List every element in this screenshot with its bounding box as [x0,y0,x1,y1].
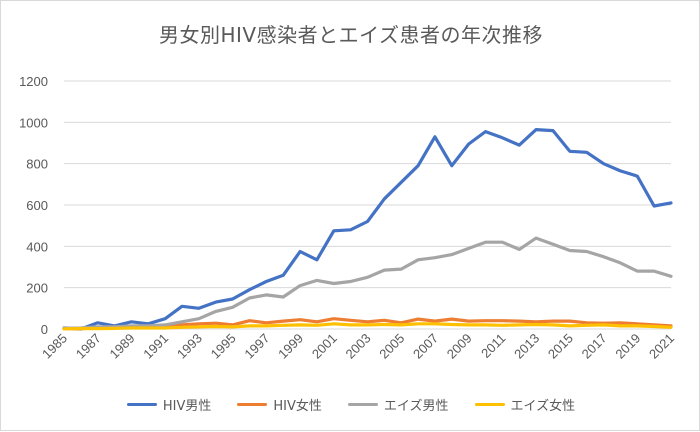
legend-swatch [347,402,378,406]
y-tick-label: 400 [26,239,48,254]
legend-swatch [474,402,505,406]
x-tick-label: 2005 [376,331,407,362]
legend-item: エイズ男性 [347,395,449,414]
legend-item: HIV男性 [126,395,212,414]
series-line-2 [62,236,673,330]
y-tick-label: 1000 [19,115,48,130]
series-line-0 [62,128,673,331]
x-tick-label: 2011 [478,331,508,361]
x-tick-label: 2003 [343,331,374,362]
y-tick-label: 200 [26,281,48,296]
x-tick-label: 2017 [579,331,610,362]
legend-label: エイズ男性 [383,398,449,414]
y-tick-label: 800 [26,157,48,172]
series-line-3 [62,322,673,331]
legend-item: HIV女性 [237,395,322,414]
x-tick-label: 2009 [444,331,475,362]
x-tick-label: 1993 [174,331,205,362]
x-tick-label: 1997 [241,331,272,362]
x-tick-label: 1991 [140,331,171,362]
x-tick-label: 1987 [73,331,104,362]
legend: HIV男性 HIV女性 エイズ男性 エイズ女性 [1,394,700,414]
legend-label: HIV女性 [273,398,322,414]
x-tick-label: 2001 [309,331,340,362]
x-tick-label: 2013 [511,331,542,362]
x-tick-label: 2015 [545,331,576,362]
y-tick-label: 0 [41,322,48,337]
legend-item: エイズ女性 [474,395,576,414]
legend-swatch [126,402,157,406]
y-tick-label: 1200 [19,74,48,89]
x-tick-label: 2021 [646,331,677,362]
legend-label: HIV男性 [162,398,212,414]
x-tick-label: 1999 [275,331,306,362]
x-tick-label: 2007 [410,331,441,362]
x-tick-label: 1989 [107,331,138,362]
x-tick-label: 2019 [612,331,643,362]
x-tick-label: 1995 [208,331,239,362]
legend-swatch [237,402,268,406]
chart-title: 男女別HIV感染者とエイズ患者の年次推移 [158,23,544,47]
y-tick-label: 600 [26,198,48,213]
legend-label: エイズ女性 [510,398,576,414]
